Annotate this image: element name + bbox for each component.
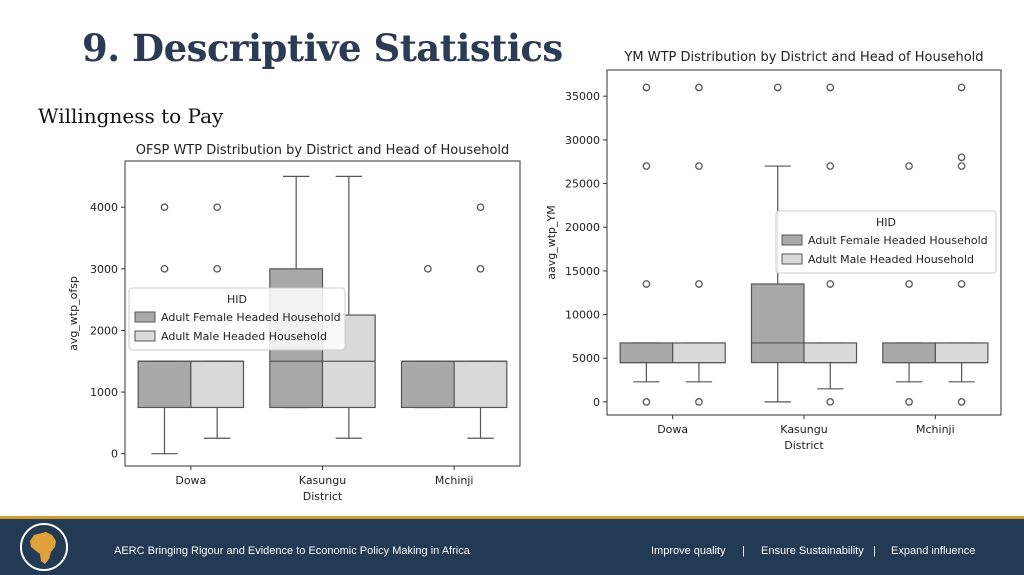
x-tick-label: Kasungu [780, 423, 827, 436]
x-tick-label: Mchinji [435, 474, 474, 487]
box-iqr [934, 342, 989, 364]
africa-map-icon [22, 525, 66, 569]
y-tick-label: 1000 [90, 386, 118, 399]
outlier-point [695, 280, 703, 288]
y-tick-label: 0 [593, 396, 600, 409]
legend-label: Adult Male Headed Household [808, 253, 974, 266]
y-tick-label: 30000 [565, 134, 600, 147]
box-iqr [803, 342, 858, 364]
y-axis-label: aavg_wtp_YM [545, 205, 558, 279]
x-tick-label: Dowa [657, 423, 688, 436]
outlier-point [476, 264, 485, 273]
outlier-point [826, 280, 835, 288]
outlier-point [642, 398, 651, 406]
box-iqr [750, 283, 805, 364]
legend-label: Adult Female Headed Household [808, 234, 988, 247]
footer-link-ensure-sustainability[interactable]: Ensure Sustainability [761, 545, 864, 557]
y-tick-label: 20000 [565, 221, 600, 234]
slide-subtitle: Willingness to Pay [38, 104, 224, 128]
y-tick-label: 35000 [565, 90, 600, 103]
outlier-point [642, 162, 651, 170]
outlier-point [423, 264, 432, 273]
outlier-point [213, 264, 222, 273]
box-iqr [190, 360, 245, 409]
y-axis-label: avg_wtp_ofsp [67, 276, 80, 351]
y-tick-label: 10000 [565, 309, 600, 322]
ofsp-boxplot-chart: OFSP WTP Distribution by District and He… [67, 143, 521, 503]
box-iqr [619, 342, 674, 364]
box-iqr [453, 360, 508, 409]
y-tick-label: 2000 [90, 324, 118, 337]
outlier-point [957, 280, 966, 288]
x-axis-label: District [784, 439, 824, 452]
footer-tagline: AERC Bringing Rigour and Evidence to Eco… [114, 545, 470, 557]
footer-link-improve-quality[interactable]: Improve quality [651, 545, 726, 557]
legend-title: HID [876, 216, 896, 229]
legend-swatch [781, 253, 803, 265]
footer-link-expand-influence[interactable]: Expand influence [891, 545, 976, 557]
outlier-point [695, 398, 703, 406]
legend-box [128, 287, 346, 351]
x-tick-label: Kasungu [299, 474, 346, 487]
x-tick-label: Mchinji [916, 423, 955, 436]
outlier-point [957, 153, 966, 162]
outlier-point [695, 162, 703, 170]
y-tick-label: 15000 [565, 265, 600, 278]
box-iqr [137, 360, 192, 409]
legend-label: Adult Male Headed Household [161, 330, 327, 343]
outlier-point [826, 162, 835, 170]
outlier-point [905, 280, 913, 288]
outlier-point [905, 162, 913, 170]
legend-box [775, 210, 997, 274]
legend-swatch [781, 234, 803, 246]
outlier-point [160, 264, 169, 273]
chart-title: YM WTP Distribution by District and Head… [623, 50, 983, 65]
chart-title: OFSP WTP Distribution by District and He… [136, 143, 510, 158]
box-iqr [882, 342, 936, 364]
y-tick-label: 5000 [572, 352, 600, 365]
outlier-point [905, 398, 913, 406]
y-tick-label: 0 [111, 448, 118, 461]
outlier-point [957, 162, 966, 170]
box-iqr [400, 360, 455, 409]
legend-title: HID [227, 293, 247, 306]
y-tick-label: 25000 [565, 178, 600, 191]
outlier-point [476, 203, 485, 212]
legend-label: Adult Female Headed Household [161, 311, 341, 324]
ym-boxplot-chart: YM WTP Distribution by District and Head… [545, 50, 1002, 452]
aerc-logo [20, 523, 68, 571]
x-tick-label: Dowa [175, 474, 206, 487]
y-tick-label: 3000 [90, 263, 118, 276]
outlier-point [826, 398, 835, 406]
x-axis-label: District [303, 490, 343, 503]
slide-title: 9. Descriptive Statistics [82, 26, 563, 70]
outlier-point [160, 203, 169, 212]
footer-bar: AERC Bringing Rigour and Evidence to Eco… [0, 516, 1024, 575]
outlier-point [773, 83, 782, 92]
outlier-point [642, 280, 651, 288]
outlier-point [213, 203, 222, 212]
box-iqr [672, 342, 726, 364]
outlier-point [826, 83, 835, 92]
legend-swatch [134, 311, 156, 323]
outlier-point [695, 83, 703, 92]
outlier-point [642, 83, 651, 92]
legend-swatch [134, 330, 156, 342]
outlier-point [957, 83, 966, 92]
footer-separator: | [742, 545, 745, 557]
footer-separator: | [873, 545, 876, 557]
outlier-point [957, 398, 966, 406]
y-tick-label: 4000 [90, 201, 118, 214]
